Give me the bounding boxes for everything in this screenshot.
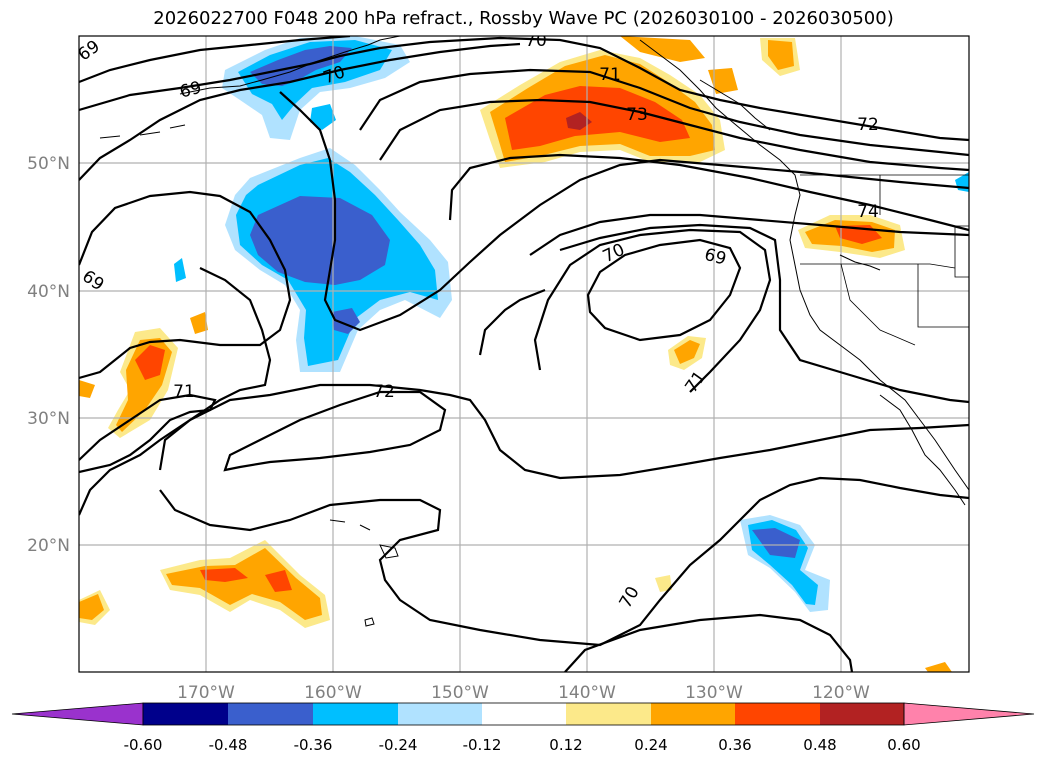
colorbar-tick-label: -0.36 — [294, 736, 333, 754]
colorbar-tick-label: -0.12 — [463, 736, 502, 754]
lon-label-140w: 140°W — [558, 683, 616, 703]
lon-label-120w: 120°W — [812, 683, 870, 703]
contour-label: 71 — [173, 382, 195, 402]
contour-label: 74 — [857, 202, 879, 222]
lat-label-20n: 20°N — [27, 536, 70, 556]
colorbar-tick-label: -0.48 — [209, 736, 248, 754]
refractivity-contours — [79, 36, 969, 672]
colorbar-segment — [228, 703, 313, 725]
map-gridlines — [79, 36, 969, 672]
colorbar-tick-label: -0.60 — [124, 736, 163, 754]
colorbar-segment — [820, 703, 904, 725]
colorbar-extend-min — [11, 702, 144, 726]
anomaly-shading — [79, 36, 969, 672]
colorbar-tick-label: 0.48 — [803, 736, 836, 754]
contour-label: 73 — [626, 105, 648, 125]
colorbar-tick-label: 0.12 — [549, 736, 582, 754]
colorbar-segment — [566, 703, 651, 725]
colorbar-segment — [482, 703, 566, 725]
lon-label-170w: 170°W — [177, 683, 235, 703]
colorbar: -0.60 -0.48 -0.36 -0.24 -0.12 0.12 0.24 … — [11, 702, 1035, 754]
contour-label: 70 — [525, 31, 547, 51]
lat-label-40n: 40°N — [27, 282, 70, 302]
longitude-labels: 170°W 160°W 150°W 140°W 130°W 120°W — [177, 683, 870, 703]
colorbar-segment — [651, 703, 735, 725]
contour-label: 71 — [599, 65, 621, 85]
lon-label-150w: 150°W — [431, 683, 489, 703]
map-title: 2026022700 F048 200 hPa refract., Rossby… — [153, 8, 894, 29]
contour-label: 72 — [857, 115, 879, 135]
lat-label-50n: 50°N — [27, 154, 70, 174]
colorbar-tick-label: 0.60 — [887, 736, 920, 754]
colorbar-segment — [143, 703, 228, 725]
latitude-labels: 50°N 40°N 30°N 20°N — [27, 154, 70, 556]
map-plot-area: 70 71 73 72 69 69 70 69 74 70 69 71 72 7… — [79, 31, 969, 672]
lon-label-160w: 160°W — [304, 683, 362, 703]
lat-label-30n: 30°N — [27, 409, 70, 429]
colorbar-tick-label: -0.24 — [379, 736, 418, 754]
colorbar-segment — [398, 703, 482, 725]
colorbar-extend-max — [903, 702, 1035, 726]
colorbar-tick-label: 0.36 — [718, 736, 751, 754]
colorbar-segment — [735, 703, 820, 725]
lon-label-130w: 130°W — [685, 683, 743, 703]
colorbar-tick-label: 0.24 — [634, 736, 667, 754]
contour-label: 72 — [373, 382, 395, 402]
map-frame — [78, 35, 970, 673]
colorbar-segment — [313, 703, 398, 725]
